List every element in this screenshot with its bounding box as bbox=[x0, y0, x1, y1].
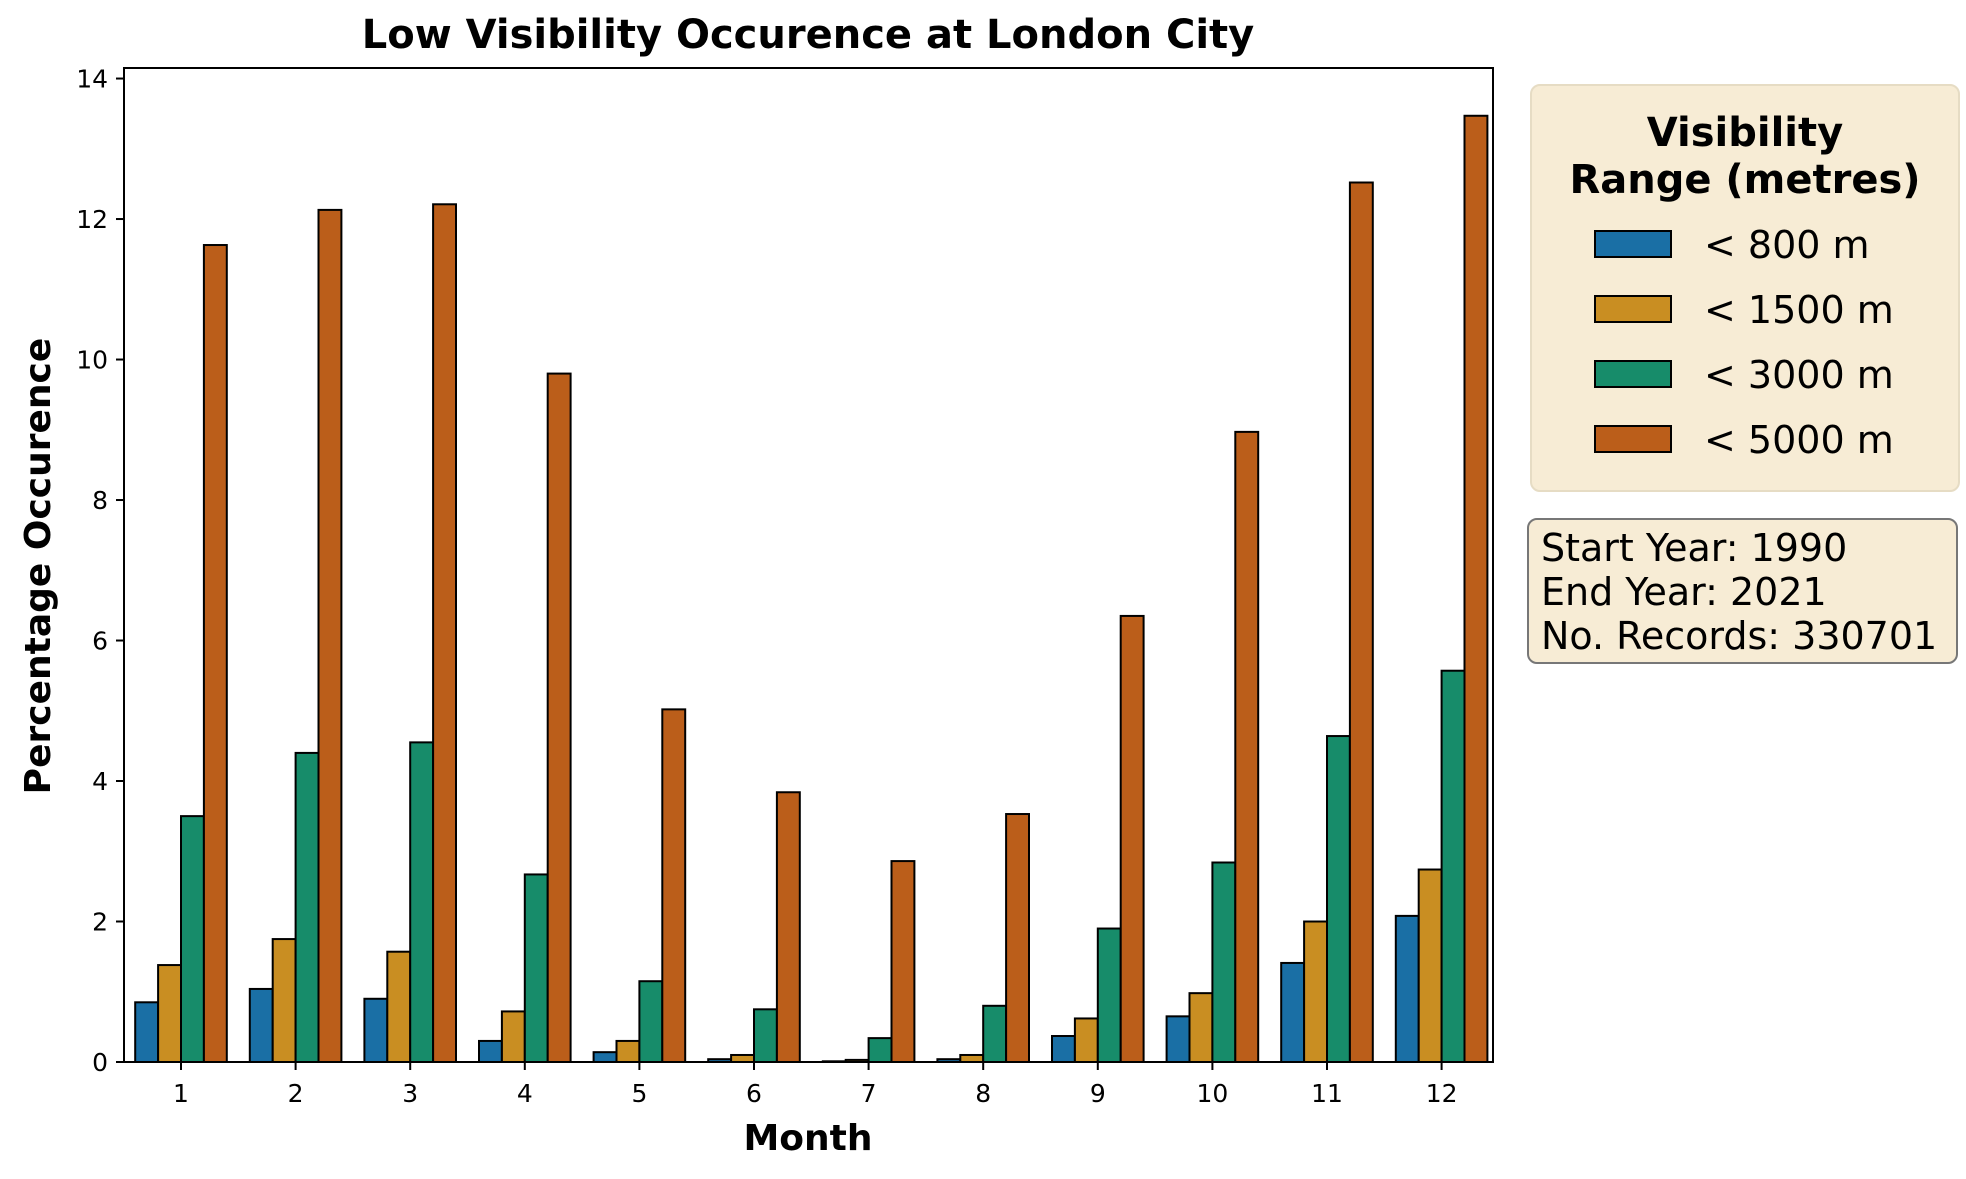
legend-item-series-4: < 5000 m bbox=[1594, 415, 1954, 465]
bar-month-2-series-4 bbox=[317, 208, 343, 1063]
bar-month-11-series-4 bbox=[1348, 181, 1374, 1063]
bar-month-9-series-3 bbox=[1096, 927, 1122, 1064]
bar-month-3-series-2 bbox=[386, 950, 412, 1064]
bar-month-12-series-2 bbox=[1417, 868, 1443, 1064]
legend-label: < 1500 m bbox=[1704, 288, 1894, 332]
bar-month-6-series-3 bbox=[753, 1008, 778, 1063]
info-end-year: End Year: 2021 bbox=[1541, 570, 1827, 614]
y-tick-label: 2 bbox=[92, 908, 108, 937]
legend-title-line-2: Range (metres) bbox=[1569, 157, 1921, 203]
bar-month-4-series-4 bbox=[546, 372, 572, 1063]
bar-month-2-series-2 bbox=[271, 938, 297, 1064]
bar-month-11-series-3 bbox=[1326, 735, 1351, 1063]
legend-swatch bbox=[1594, 425, 1672, 453]
bar-month-1-series-4 bbox=[202, 244, 228, 1063]
bar-month-9-series-4 bbox=[1119, 614, 1145, 1063]
bar-month-7-series-3 bbox=[867, 1037, 893, 1063]
bar-month-8-series-4 bbox=[1005, 813, 1030, 1064]
bar-month-1-series-2 bbox=[157, 964, 183, 1063]
bar-month-10-series-1 bbox=[1165, 1015, 1191, 1064]
y-tick-label: 10 bbox=[76, 346, 108, 375]
bar-month-3-series-4 bbox=[432, 203, 458, 1063]
x-tick-label: 7 bbox=[861, 1079, 877, 1108]
x-tick-label: 1 bbox=[173, 1079, 189, 1108]
legend-item-series-2: < 1500 m bbox=[1594, 285, 1954, 335]
legend-label: < 5000 m bbox=[1704, 418, 1894, 462]
info-record-count: No. Records: 330701 bbox=[1541, 614, 1938, 658]
bar-month-2-series-3 bbox=[294, 751, 320, 1063]
bar-month-11-series-2 bbox=[1303, 920, 1328, 1064]
bar-month-10-series-3 bbox=[1211, 861, 1237, 1063]
bar-month-4-series-1 bbox=[478, 1039, 503, 1064]
bar-month-3-series-3 bbox=[409, 741, 435, 1063]
legend-label: < 800 m bbox=[1704, 223, 1870, 267]
x-tick-label: 11 bbox=[1311, 1079, 1343, 1108]
bar-month-4-series-2 bbox=[500, 1010, 526, 1063]
bar-month-12-series-4 bbox=[1463, 114, 1489, 1063]
y-ticks-group: 0 2 4 6 8 10 12 14 bbox=[76, 65, 124, 1077]
y-tick-label: 6 bbox=[92, 627, 108, 656]
legend: Visibility Range (metres) < 800 m < 1500 … bbox=[1530, 84, 1960, 492]
bar-month-7-series-4 bbox=[890, 860, 916, 1064]
bar-month-11-series-1 bbox=[1280, 961, 1306, 1064]
bar-month-12-series-3 bbox=[1440, 669, 1466, 1063]
legend-swatch bbox=[1594, 360, 1672, 388]
bar-month-9-series-1 bbox=[1051, 1035, 1076, 1064]
y-tick-label: 0 bbox=[92, 1048, 108, 1077]
bar-month-8-series-3 bbox=[982, 1004, 1008, 1063]
legend-item-series-1: < 800 m bbox=[1594, 220, 1954, 270]
x-tick-label: 3 bbox=[402, 1079, 418, 1108]
x-tick-label: 10 bbox=[1196, 1079, 1228, 1108]
x-tick-label: 12 bbox=[1426, 1079, 1458, 1108]
x-axis-label: Month bbox=[743, 1118, 872, 1159]
legend-label: < 3000 m bbox=[1704, 353, 1894, 397]
bar-month-1-series-3 bbox=[180, 815, 205, 1063]
y-tick-label: 12 bbox=[76, 205, 108, 234]
bars-group bbox=[134, 114, 1489, 1064]
y-tick-label: 8 bbox=[92, 486, 108, 515]
bar-month-5-series-2 bbox=[615, 1039, 641, 1064]
chart-title: Low Visibility Occurence at London City bbox=[362, 12, 1254, 58]
bar-month-5-series-4 bbox=[661, 708, 687, 1063]
y-tick-label: 4 bbox=[92, 767, 108, 796]
x-tick-label: 8 bbox=[975, 1079, 991, 1108]
bar-month-8-series-2 bbox=[959, 1053, 985, 1063]
x-tick-label: 2 bbox=[288, 1079, 304, 1108]
bar-month-9-series-2 bbox=[1073, 1017, 1099, 1064]
bar-month-6-series-4 bbox=[775, 791, 801, 1063]
legend-item-series-3: < 3000 m bbox=[1594, 350, 1954, 400]
x-tick-label: 6 bbox=[746, 1079, 762, 1108]
info-start-year: Start Year: 1990 bbox=[1541, 526, 1848, 570]
legend-title: Visibility Range (metres) bbox=[1532, 110, 1958, 204]
records-info-box: Start Year: 1990 End Year: 2021 No. Reco… bbox=[1527, 518, 1958, 664]
bar-month-1-series-1 bbox=[134, 1001, 160, 1063]
plot-frame bbox=[123, 67, 1494, 1063]
bar-month-5-series-1 bbox=[592, 1051, 618, 1064]
x-ticks-group: 1 2 3 4 5 6 7 8 9 10 11 12 bbox=[173, 1062, 1458, 1108]
bar-month-5-series-3 bbox=[638, 980, 664, 1063]
bar-month-10-series-2 bbox=[1188, 992, 1214, 1063]
bar-month-2-series-1 bbox=[248, 987, 274, 1063]
bar-month-10-series-4 bbox=[1234, 430, 1260, 1063]
x-tick-label: 4 bbox=[517, 1079, 533, 1108]
legend-swatch bbox=[1594, 230, 1672, 258]
bar-month-4-series-3 bbox=[523, 873, 549, 1063]
x-tick-label: 5 bbox=[631, 1079, 647, 1108]
legend-swatch bbox=[1594, 295, 1672, 323]
y-axis-label: Percentage Occurence bbox=[18, 338, 59, 795]
y-tick-label: 14 bbox=[76, 65, 108, 94]
x-tick-label: 9 bbox=[1090, 1079, 1106, 1108]
bar-month-12-series-1 bbox=[1394, 914, 1420, 1064]
bar-month-6-series-2 bbox=[730, 1053, 755, 1063]
legend-title-line-1: Visibility bbox=[1646, 110, 1844, 156]
bar-month-3-series-1 bbox=[363, 997, 389, 1064]
